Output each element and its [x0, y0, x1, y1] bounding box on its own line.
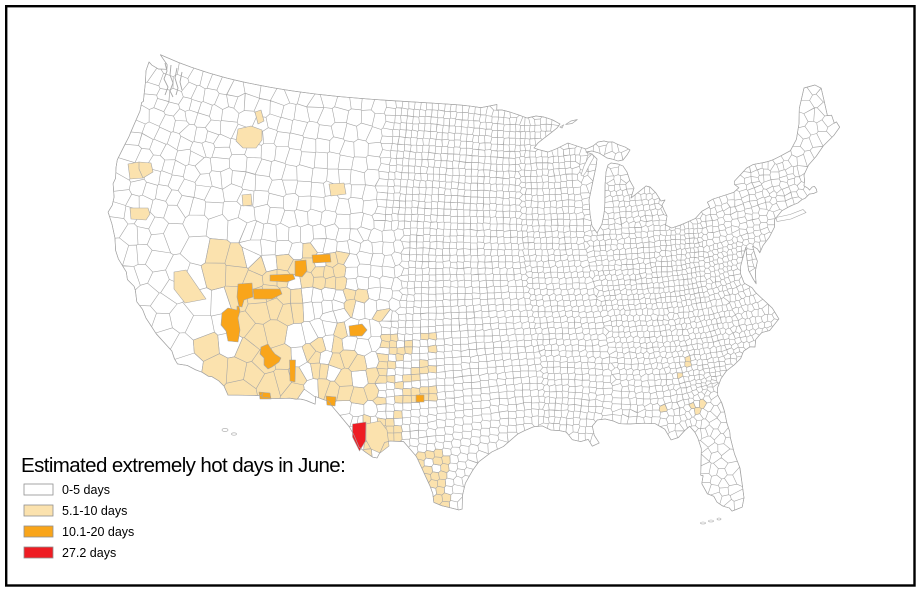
svg-text:10.1-20 days: 10.1-20 days — [62, 525, 134, 539]
svg-text:5.1-10 days: 5.1-10 days — [62, 504, 127, 518]
svg-text:27.2 days: 27.2 days — [62, 546, 116, 560]
svg-text:Estimated extremely hot days i: Estimated extremely hot days in June: — [21, 454, 345, 477]
svg-text:0-5 days: 0-5 days — [62, 483, 110, 497]
